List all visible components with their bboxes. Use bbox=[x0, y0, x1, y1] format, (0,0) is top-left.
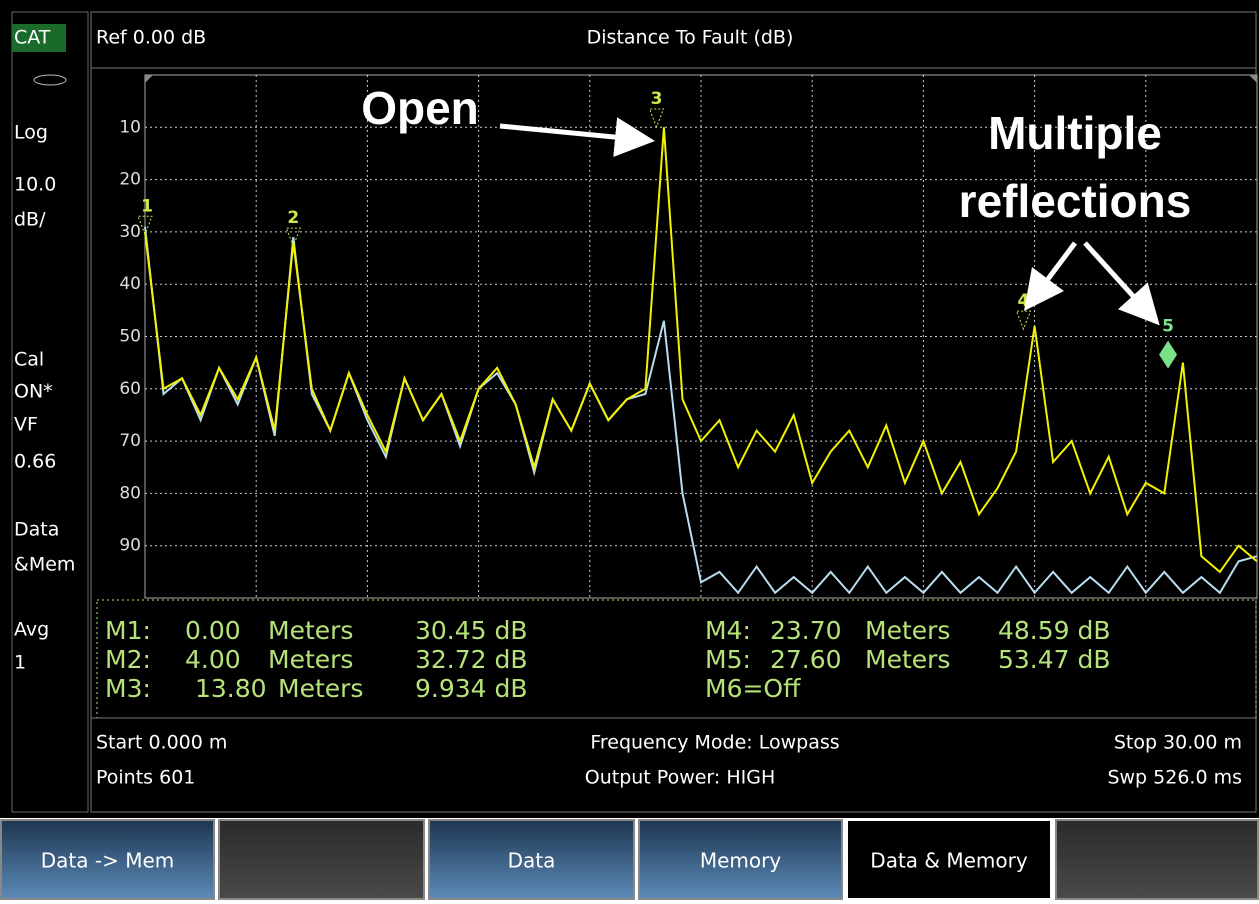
y-tick-label: 50 bbox=[119, 327, 141, 347]
softkey-label: Data -> Mem bbox=[41, 849, 175, 873]
sidebar-label: VF bbox=[14, 414, 38, 436]
marker-readout: 13.80 bbox=[195, 674, 267, 703]
marker-readout: Meters bbox=[278, 674, 363, 703]
softkey-label: Data bbox=[508, 849, 556, 873]
marker-readout: M5: bbox=[705, 645, 751, 674]
softkey[interactable] bbox=[638, 819, 843, 900]
freq-mode: Frequency Mode: Lowpass bbox=[590, 732, 839, 754]
marker-readout: 0.00 bbox=[185, 616, 241, 645]
marker-readout: 48.59 dB bbox=[998, 616, 1111, 645]
arrow bbox=[499, 117, 655, 158]
marker-label: 5 bbox=[1162, 317, 1174, 337]
softkey[interactable] bbox=[1055, 819, 1259, 900]
y-tick-label: 20 bbox=[119, 170, 141, 190]
y-tick-label: 80 bbox=[119, 483, 141, 503]
marker bbox=[1159, 340, 1178, 369]
sidebar-label: ON* bbox=[14, 381, 53, 403]
y-tick-label: 40 bbox=[119, 274, 141, 294]
sidebar-label: &Mem bbox=[14, 554, 75, 576]
marker-readout: Meters bbox=[865, 645, 950, 674]
marker-readout: Meters bbox=[268, 645, 353, 674]
screen-title: Distance To Fault (dB) bbox=[587, 27, 794, 49]
start: Start 0.000 m bbox=[96, 732, 227, 754]
y-tick-label: 10 bbox=[119, 117, 141, 137]
sidebar-label: Avg bbox=[14, 619, 49, 641]
arrow bbox=[1024, 241, 1077, 311]
marker bbox=[137, 215, 153, 236]
output-power: Output Power: HIGH bbox=[585, 767, 776, 789]
marker-readout: 4.00 bbox=[185, 645, 241, 674]
marker-label: 2 bbox=[287, 208, 299, 228]
icon bbox=[33, 74, 67, 86]
trace bbox=[144, 127, 1258, 574]
marker bbox=[285, 227, 301, 248]
sidebar-label: 10.0 bbox=[14, 174, 56, 196]
marker-readout: 53.47 dB bbox=[998, 645, 1111, 674]
marker-readout: 9.934 dB bbox=[415, 674, 528, 703]
stop: Stop 30.00 m bbox=[1114, 732, 1242, 754]
marker-readout: Meters bbox=[865, 616, 950, 645]
marker-readout: M6=Off bbox=[705, 674, 801, 703]
marker-readout: M1: bbox=[105, 616, 151, 645]
sidebar-label: Data bbox=[14, 519, 59, 541]
marker-readout: Meters bbox=[268, 616, 353, 645]
softkey[interactable] bbox=[428, 819, 635, 900]
softkey[interactable] bbox=[846, 819, 1052, 900]
marker-readout: M4: bbox=[705, 616, 751, 645]
sidebar-label: 1 bbox=[14, 652, 26, 674]
cat-highlight bbox=[12, 24, 66, 52]
sidebar bbox=[11, 11, 89, 813]
annotation: Multiple bbox=[988, 107, 1162, 159]
marker-readout: 23.70 bbox=[770, 616, 842, 645]
marker-readout: 30.45 dB bbox=[415, 616, 528, 645]
marker-label: 3 bbox=[651, 89, 663, 109]
sidebar-label: dB/ bbox=[14, 209, 46, 231]
sidebar-label: Cal bbox=[14, 349, 44, 371]
softkey[interactable] bbox=[0, 819, 215, 900]
softkey[interactable] bbox=[218, 819, 425, 900]
marker-readout: M2: bbox=[105, 645, 151, 674]
marker-readout: M3: bbox=[105, 674, 151, 703]
ref-level: Ref 0.00 dB bbox=[96, 27, 206, 49]
sidebar-label: Log bbox=[14, 122, 48, 144]
softkey-label: Memory bbox=[700, 849, 782, 873]
annotation: reflections bbox=[959, 175, 1192, 227]
y-tick-label: 90 bbox=[119, 536, 141, 556]
marker-readout: 32.72 dB bbox=[415, 645, 528, 674]
marker-label: 1 bbox=[141, 196, 153, 216]
sidebar-label: CAT bbox=[14, 27, 51, 49]
y-tick-label: 70 bbox=[119, 431, 141, 451]
y-tick-label: 60 bbox=[119, 379, 141, 399]
softkey-label: Data & Memory bbox=[870, 849, 1028, 873]
marker-label: 4 bbox=[1018, 291, 1030, 311]
points: Points 601 bbox=[96, 767, 195, 789]
marker bbox=[1015, 310, 1032, 331]
y-tick-label: 30 bbox=[119, 222, 141, 242]
sweep: Swp 526.0 ms bbox=[1107, 767, 1242, 789]
marker-readout: 27.60 bbox=[770, 645, 842, 674]
sidebar-label: 0.66 bbox=[14, 451, 56, 473]
arrow bbox=[1083, 241, 1160, 326]
annotation: Open bbox=[361, 82, 479, 134]
